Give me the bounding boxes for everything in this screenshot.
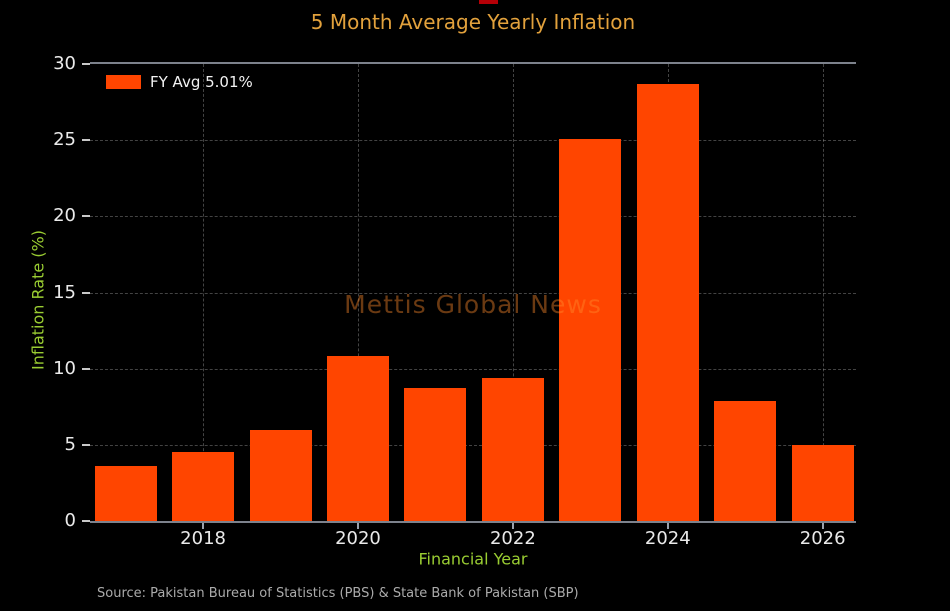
y-tick-label: 0 bbox=[64, 510, 76, 531]
gridline-vertical bbox=[512, 64, 514, 521]
legend: FY Avg 5.01% bbox=[106, 73, 253, 91]
bar-2024 bbox=[636, 83, 699, 521]
x-tick-label: 2020 bbox=[335, 528, 381, 549]
y-tick-mark bbox=[82, 520, 90, 522]
legend-swatch-icon bbox=[106, 75, 141, 89]
bar-2019 bbox=[249, 429, 312, 521]
y-axis-label: Inflation Rate (%) bbox=[28, 230, 48, 370]
y-tick-mark bbox=[82, 443, 90, 446]
plot-area: Mettis Global News FY Avg 5.01% bbox=[90, 62, 856, 523]
bars-layer bbox=[90, 64, 856, 521]
y-tick-mark bbox=[82, 63, 90, 65]
y-tick-label: 10 bbox=[53, 357, 76, 379]
bar-2020 bbox=[327, 356, 389, 521]
gridline-vertical bbox=[203, 64, 205, 521]
bar-2022 bbox=[481, 377, 544, 521]
bar-2026 bbox=[791, 444, 854, 521]
x-tick-label: 2026 bbox=[799, 528, 846, 549]
gridlines-layer bbox=[90, 64, 856, 521]
y-tick-mark bbox=[82, 291, 90, 294]
x-tick-mark bbox=[202, 523, 205, 529]
y-tick-label: 30 bbox=[53, 53, 76, 74]
x-tick-mark bbox=[821, 523, 824, 529]
chart-title: 5 Month Average Yearly Inflation bbox=[310, 10, 636, 34]
gridline-vertical bbox=[357, 64, 359, 521]
y-tick-label: 15 bbox=[53, 281, 76, 303]
x-tick-label: 2022 bbox=[489, 528, 536, 549]
x-tick-mark bbox=[666, 523, 669, 529]
y-tick-label: 5 bbox=[64, 433, 76, 455]
gridline-horizontal bbox=[90, 216, 856, 218]
top-red-mark bbox=[479, 0, 498, 4]
bar-2025 bbox=[714, 400, 777, 521]
bar-2018 bbox=[172, 452, 235, 521]
gridline-horizontal bbox=[90, 444, 856, 446]
x-tick-label: 2018 bbox=[180, 528, 226, 549]
x-tick-label: 2024 bbox=[644, 528, 691, 549]
legend-label: FY Avg 5.01% bbox=[150, 73, 253, 91]
y-tick-mark bbox=[82, 139, 90, 142]
bar-2023 bbox=[559, 138, 622, 521]
x-tick-mark bbox=[356, 523, 359, 529]
source-note: Source: Pakistan Bureau of Statistics (P… bbox=[97, 586, 579, 601]
y-tick-mark bbox=[82, 367, 90, 370]
y-tick-label: 20 bbox=[53, 205, 76, 227]
x-axis-label: Financial Year bbox=[418, 549, 528, 569]
gridline-horizontal bbox=[90, 292, 856, 294]
gridline-vertical bbox=[822, 64, 824, 521]
x-tick-mark bbox=[511, 523, 514, 529]
watermark: Mettis Global News bbox=[344, 290, 602, 319]
y-tick-label: 25 bbox=[53, 129, 76, 151]
bar-2021 bbox=[404, 388, 467, 521]
gridline-horizontal bbox=[90, 368, 856, 370]
y-tick-mark bbox=[82, 215, 90, 218]
bar-2017 bbox=[94, 466, 157, 521]
gridline-horizontal bbox=[90, 140, 856, 142]
